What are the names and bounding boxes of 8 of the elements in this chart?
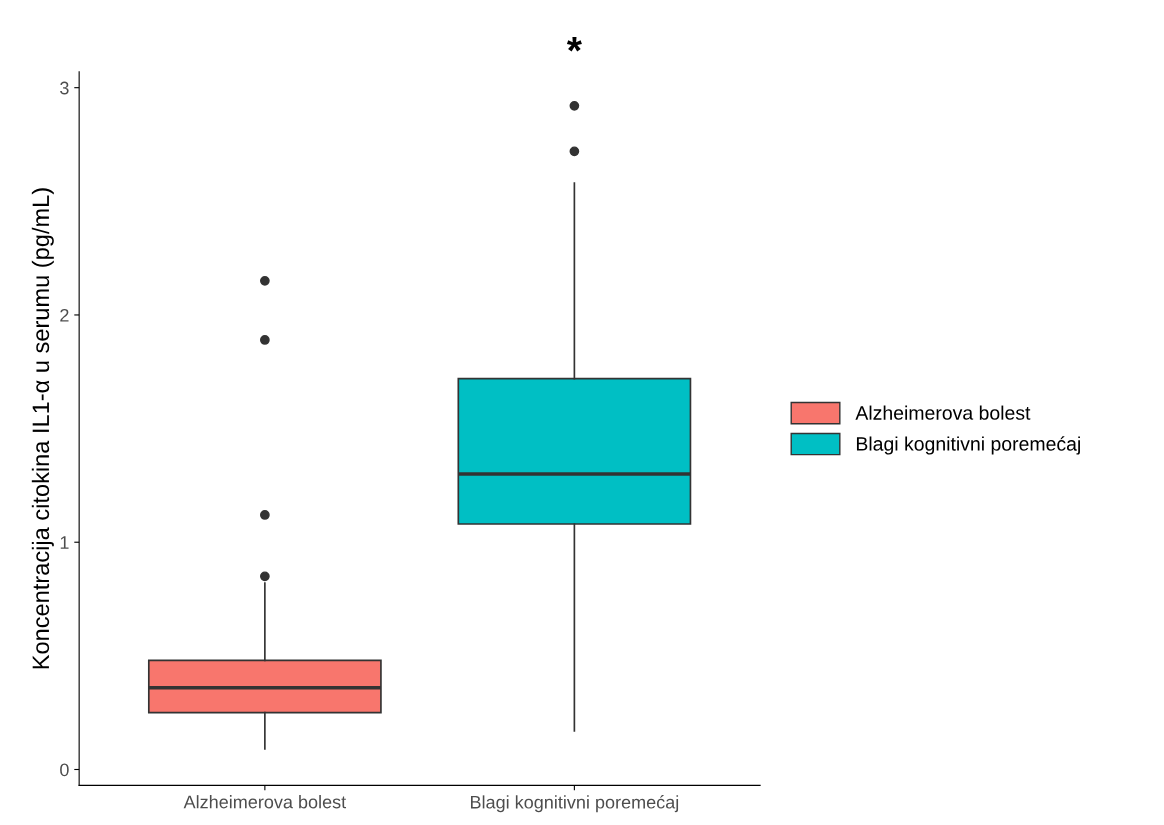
y-tick-label: 2 bbox=[60, 308, 69, 322]
legend-label: Alzheimerova bolest bbox=[855, 405, 1031, 420]
y-tick-label: 1 bbox=[60, 536, 69, 549]
y-tick-label: 0 bbox=[60, 763, 69, 777]
legend-label: Blagi kognitivni poremećaj bbox=[856, 436, 1080, 455]
text: * bbox=[566, 36, 582, 52]
y-axis-title: Koncentracija citokina IL1-α u serumu (pg/mL) bbox=[31, 188, 54, 669]
y-tick-label: 3 bbox=[60, 81, 69, 95]
